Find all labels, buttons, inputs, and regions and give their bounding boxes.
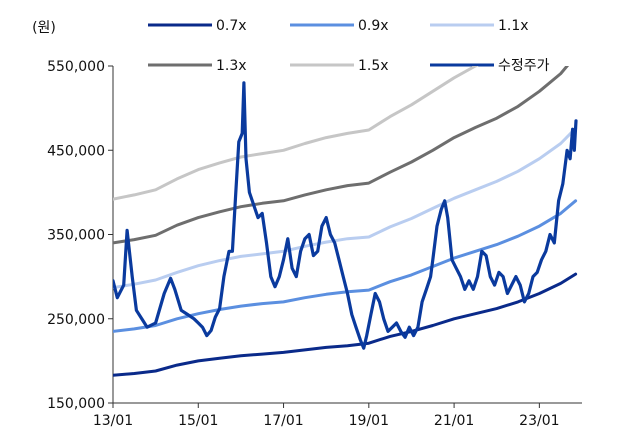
series-lines bbox=[113, 66, 578, 377]
legend: 0.7x 0.9x 1.1x 1.3x 1.5x 수정주가 bbox=[148, 18, 550, 74]
legend-label: 0.9x bbox=[358, 18, 389, 34]
legend-label: 1.1x bbox=[498, 18, 529, 34]
y-tick-label: 550,000 bbox=[47, 59, 105, 75]
legend-label: 수정주가 bbox=[498, 58, 550, 74]
series-line bbox=[113, 272, 578, 377]
legend-label: 1.5x bbox=[358, 58, 389, 74]
y-tick-label: 450,000 bbox=[47, 143, 105, 159]
x-tick-label: 21/01 bbox=[434, 413, 474, 429]
y-tick-label: 350,000 bbox=[47, 228, 105, 244]
x-tick-label: 19/01 bbox=[349, 413, 389, 429]
x-tick-label: 23/01 bbox=[519, 413, 559, 429]
legend-label: 1.3x bbox=[216, 58, 247, 74]
x-tick-label: 17/01 bbox=[263, 413, 303, 429]
series-line bbox=[113, 66, 479, 201]
y-tick-label: 150,000 bbox=[47, 396, 105, 412]
x-ticks: 13/01 15/01 17/01 19/01 21/01 23/01 bbox=[93, 403, 560, 429]
legend-label: 0.7x bbox=[216, 18, 247, 34]
x-tick-label: 15/01 bbox=[178, 413, 218, 429]
series-line bbox=[113, 81, 578, 350]
x-tick-label: 13/01 bbox=[93, 413, 133, 429]
y-unit-label: (원) bbox=[32, 20, 56, 36]
y-ticks: 150,000 250,000 350,000 450,000 550,000 bbox=[47, 59, 113, 412]
series-line bbox=[113, 126, 578, 290]
series-line bbox=[113, 66, 570, 245]
y-tick-label: 250,000 bbox=[47, 312, 105, 328]
